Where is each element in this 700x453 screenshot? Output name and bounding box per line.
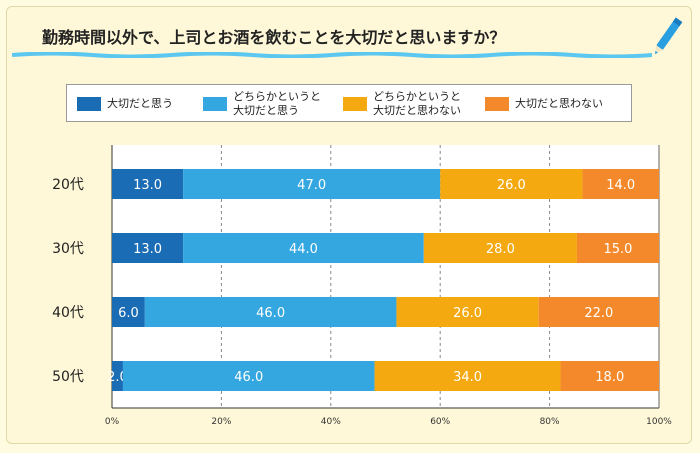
legend-label-4: 大切だと思わない: [515, 97, 603, 110]
legend-item-4: 大切だと思わない: [485, 85, 603, 123]
title-band: 勤務時間以外で、上司とお酒を飲むことを大切だと思いますか？: [12, 14, 650, 54]
legend-label-2: どちらかというと 大切だと思う: [233, 90, 321, 117]
bar-2-2: [396, 297, 539, 327]
x-tick-label-0: 0%: [105, 417, 120, 427]
data-label-1-3: 15.0: [603, 242, 632, 257]
category-label-1: 30代: [52, 241, 84, 257]
bar-3-1: [122, 361, 375, 391]
data-label-2-3: 22.0: [584, 306, 613, 321]
chart-title: 勤務時間以外で、上司とお酒を飲むことを大切だと思いますか？: [42, 28, 506, 47]
bar-0-0: [112, 169, 184, 199]
data-label-2-2: 26.0: [453, 306, 482, 321]
bar-1-0: [112, 233, 184, 263]
legend-item-2: どちらかというと 大切だと思う: [203, 85, 321, 123]
data-label-0-0: 13.0: [133, 178, 162, 193]
title-underline: [12, 52, 652, 58]
legend-swatch-3: [343, 97, 367, 111]
legend: 大切だと思う どちらかというと 大切だと思う どちらかというと 大切だと思わない 大…: [66, 84, 632, 122]
data-label-0-2: 26.0: [497, 178, 526, 193]
data-label-3-3: 18.0: [595, 370, 624, 385]
legend-swatch-1: [77, 97, 101, 111]
category-label-2: 40代: [52, 305, 84, 321]
bar-1-1: [183, 233, 424, 263]
data-label-1-2: 28.0: [486, 242, 515, 257]
legend-label-1: 大切だと思う: [107, 97, 173, 110]
bar-3-2: [374, 361, 561, 391]
legend-item-3: どちらかというと 大切だと思わない: [343, 85, 461, 123]
data-label-2-1: 46.0: [256, 306, 285, 321]
bar-0-3: [582, 169, 659, 199]
data-label-1-0: 13.0: [133, 242, 162, 257]
data-label-2-0: 6.0: [118, 306, 139, 321]
bar-3-3: [560, 361, 659, 391]
pen-icon: [654, 17, 683, 55]
bar-2-3: [538, 297, 659, 327]
legend-item-1: 大切だと思う: [77, 85, 173, 123]
bar-2-1: [144, 297, 397, 327]
data-label-3-1: 46.0: [234, 370, 263, 385]
data-label-3-0: 2.0: [107, 370, 128, 385]
data-label-0-3: 14.0: [606, 178, 635, 193]
bar-2-0: [112, 297, 145, 327]
x-tick-label-3: 60%: [430, 417, 450, 427]
bar-0-2: [440, 169, 583, 199]
legend-swatch-2: [203, 97, 227, 111]
category-label-0: 20代: [52, 177, 84, 193]
data-label-3-2: 34.0: [453, 370, 482, 385]
data-label-0-1: 47.0: [297, 178, 326, 193]
x-tick-label-2: 40%: [321, 417, 341, 427]
legend-label-3: どちらかというと 大切だと思わない: [373, 90, 461, 117]
category-label-3: 50代: [52, 369, 84, 385]
x-tick-label-5: 100%: [646, 417, 672, 427]
bar-3-0: [112, 361, 123, 391]
x-tick-label-4: 80%: [540, 417, 560, 427]
bar-1-2: [423, 233, 577, 263]
bar-1-3: [576, 233, 659, 263]
x-tick-label-1: 20%: [211, 417, 231, 427]
data-label-1-1: 44.0: [289, 242, 318, 257]
bar-0-1: [183, 169, 441, 199]
legend-swatch-4: [485, 97, 509, 111]
